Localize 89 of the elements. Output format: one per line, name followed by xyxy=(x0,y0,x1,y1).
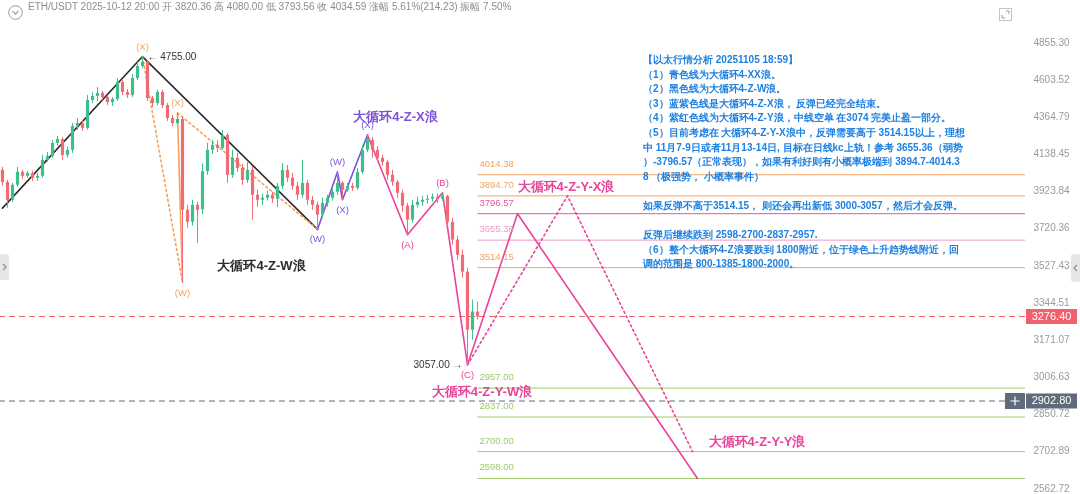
y-tick-label: 4138.45 xyxy=(1033,148,1071,159)
candlestick xyxy=(230,149,235,179)
candlestick xyxy=(40,154,45,179)
ref-line-label: 2957.00 xyxy=(479,371,514,383)
candlestick xyxy=(315,201,320,230)
annotation: 大循环4-Z-Y-Y浪 xyxy=(708,434,807,449)
ref-line-label: 3796.57 xyxy=(479,196,514,208)
candlestick xyxy=(280,162,285,190)
candlestick xyxy=(360,144,365,175)
candlestick xyxy=(470,299,475,341)
candlestick xyxy=(385,159,390,181)
y-tick-label: 2850.72 xyxy=(1033,408,1071,420)
candlestick xyxy=(10,182,15,203)
candlestick xyxy=(115,77,120,102)
candlestick xyxy=(405,202,410,236)
ref-line-label: 4014.38 xyxy=(479,157,514,169)
ref-line-label: 2700.00 xyxy=(479,434,514,446)
text: 大循环4-Z-W浪 xyxy=(217,258,307,274)
annotation: 反弹后继续跌到 2598-2700-2837-2957. xyxy=(642,229,818,241)
candlestick xyxy=(70,122,75,154)
annotation: ）-3796.57（正常表现），如果有利好则有小概率极端到 3894.7-4014.3 xyxy=(643,156,961,168)
data-label: 3057.00 → xyxy=(413,358,463,370)
candlestick xyxy=(205,142,210,176)
candlestick xyxy=(300,159,305,199)
data-label: (W) xyxy=(309,233,326,245)
candlestick xyxy=(220,129,225,151)
annotation: 大循环4-Z-Y-W浪 xyxy=(431,384,534,399)
ref-line-label: 3894.70 xyxy=(479,178,514,190)
annotation: 调的范围是 800-1385-1800-2000。 xyxy=(642,258,800,270)
candlestick xyxy=(355,167,360,191)
annotation: （3）蓝紫色线是大循环4-Z-X浪， 反弹已经完全结束。 xyxy=(643,97,887,109)
data-label: (C) xyxy=(460,368,475,380)
candlestick xyxy=(15,166,20,188)
y-tick-label: 4855.30 xyxy=(1033,36,1071,48)
candlestick xyxy=(0,166,5,187)
annotation: 如果反弹不高于3514.15， 则还会再出新低 3000-3057，然后才会反弹。 xyxy=(642,200,963,211)
data-label: (W) xyxy=(329,155,346,167)
candlestick xyxy=(370,136,375,159)
annotation: （1）青色线为大循环4-XX浪。 xyxy=(643,68,781,80)
candlestick xyxy=(240,163,245,186)
y-tick-label: 4603.52 xyxy=(1033,73,1071,85)
annotation: （4）紫红色线为大循环4-Z-Y浪，中线空单 在3074 完美止盈一部分。 xyxy=(643,112,952,124)
data-label: (A) xyxy=(401,238,414,250)
y-tick-label: 3006.63 xyxy=(1033,371,1071,382)
candlestick xyxy=(190,199,195,227)
ref-line-label: 3276.40 xyxy=(1031,309,1072,322)
data-label: ← 4755.00 xyxy=(147,50,197,62)
data-label: (X) xyxy=(171,96,184,108)
ref-line-label: 2837.00 xyxy=(479,400,514,412)
candlestick xyxy=(410,199,415,224)
ref-line-label: 2598.00 xyxy=(479,461,514,473)
y-tick-label: 3527.43 xyxy=(1033,259,1071,271)
data-label: (X) xyxy=(136,40,149,52)
annotation: （5）目前考虑在 大循环4-Z-Y-X浪中，反弹需要高于 3514.15以上，理想 xyxy=(643,127,966,138)
candlestick xyxy=(185,204,190,229)
y-tick-label: 3923.84 xyxy=(1033,185,1071,197)
candlestick xyxy=(320,197,325,219)
data-label: (X) xyxy=(336,203,349,215)
y-tick-label: 3344.51 xyxy=(1033,296,1071,308)
y-tick-label: 2702.89 xyxy=(1033,445,1071,457)
candlestick xyxy=(245,161,250,184)
line-series xyxy=(316,134,369,231)
data-label: (W) xyxy=(174,286,191,298)
annotation: （2）黑色线为大循环4-Z-W浪。 xyxy=(643,83,787,95)
candlestick xyxy=(5,179,10,209)
candlestick xyxy=(400,189,405,213)
candlestick xyxy=(455,235,460,261)
candlestick xyxy=(450,217,455,246)
y-tick-label: 3171.07 xyxy=(1033,333,1071,345)
candlestick xyxy=(235,152,240,173)
annotation: 大循环4-Z-Y-X浪 xyxy=(517,179,616,194)
candlestick xyxy=(340,180,345,201)
annotation: 中 11月7-9日或者11月13-14日, 目标在日线kc上轨！参考 3655.36（弱势 xyxy=(643,141,963,153)
data-label: (B) xyxy=(436,176,449,188)
candlestick xyxy=(460,249,465,279)
annotation: 【以太行情分析 20251105 18:59】 xyxy=(643,54,799,65)
candlestick xyxy=(195,201,200,244)
y-tick-label: 2562.72 xyxy=(1033,482,1071,494)
y-tick-label: 4364.79 xyxy=(1033,110,1071,122)
chart-title: ETH/USDT 2025-10-12 20:00 开 3820.36 高 4080.00 低 3793.56 收 4034.59 涨幅 5.61%(214.23) 振幅 7.50% xyxy=(28,1,512,12)
ref-line-label: 2902.80 xyxy=(1031,394,1072,407)
candlestick xyxy=(275,182,280,208)
candlestick xyxy=(130,73,135,98)
annotation: （6）整个大循环4-Z浪要跌到 1800附近，位于绿色上升趋势线附近，回 xyxy=(643,243,959,255)
y-tick-label: 3720.36 xyxy=(1033,222,1071,234)
candlestick xyxy=(305,179,310,206)
candlestick xyxy=(60,136,65,161)
annotation: 8 （极强势， 小概率事件） xyxy=(643,170,765,182)
candlestick xyxy=(335,171,340,196)
